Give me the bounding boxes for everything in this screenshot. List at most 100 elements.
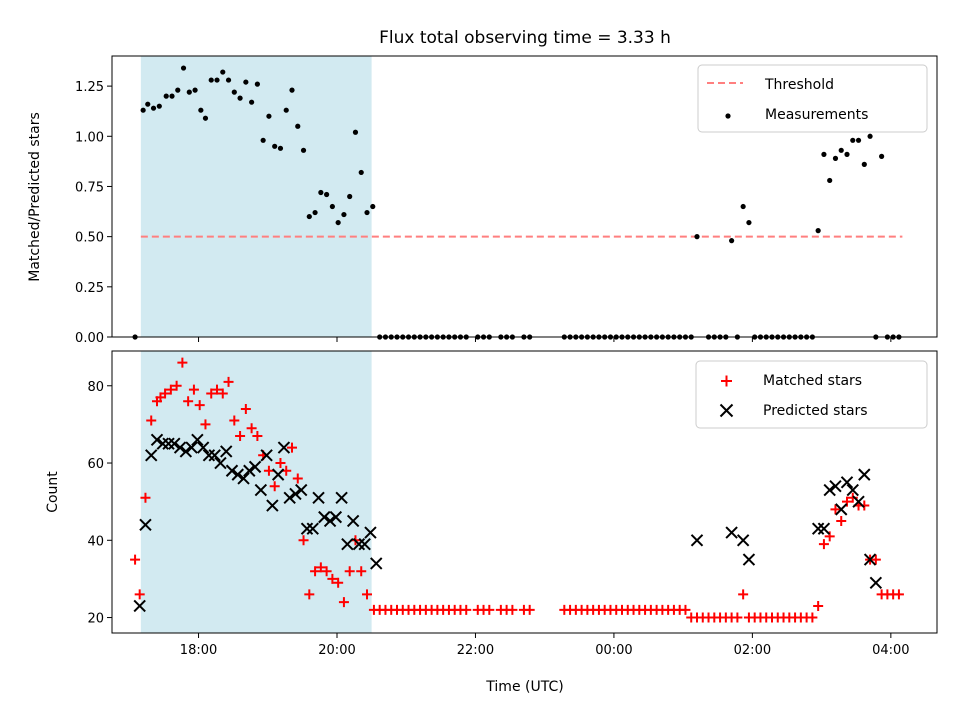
predicted-star-point xyxy=(283,491,296,505)
bottom-shaded-region xyxy=(140,351,372,633)
y-tick-label: 20 xyxy=(87,612,104,627)
predicted-star-point xyxy=(811,522,825,535)
predicted-star-point xyxy=(231,468,244,481)
predicted-star-point xyxy=(196,441,210,454)
measurement-point xyxy=(746,219,752,226)
bottom-legend: Matched stars Predicted stars xyxy=(695,360,928,429)
measurement-point xyxy=(289,87,295,93)
predicted-star-point xyxy=(220,445,233,458)
matched-star-point xyxy=(356,566,367,577)
predicted-star-point xyxy=(840,476,854,489)
predicted-star-point xyxy=(318,510,331,524)
bottom-x-axis: 18:00 20:00 22:00 00:00 02:00 04:00 xyxy=(180,633,910,658)
measurement-point xyxy=(352,129,359,135)
predicted-star-point xyxy=(736,534,750,547)
measurement-point xyxy=(145,101,151,107)
bottom-plot-frame xyxy=(111,350,938,634)
predicted-star-point xyxy=(202,449,216,462)
measurement-point xyxy=(208,77,214,83)
measurement-point xyxy=(237,95,243,101)
matched-star-point xyxy=(813,600,824,611)
chart-title: Flux total observing time = 3.33 h xyxy=(379,28,671,48)
matched-star-point xyxy=(870,554,881,565)
predicted-star-point xyxy=(823,483,836,497)
predicted-star-point xyxy=(295,483,308,497)
measurement-point xyxy=(855,137,862,143)
measurement-point xyxy=(329,203,335,210)
measurement-point xyxy=(260,137,266,143)
predicted-star-point xyxy=(277,441,291,454)
predicted-star-point xyxy=(191,433,204,447)
predicted-star-point xyxy=(150,433,164,447)
top-shaded-region xyxy=(140,56,372,337)
predicted-star-point xyxy=(260,449,273,462)
legend-matched-swatch xyxy=(721,375,732,387)
legend-measurements-swatch xyxy=(725,113,731,119)
matched-star-point xyxy=(484,604,495,615)
predicted-star-point xyxy=(173,441,187,454)
predicted-star-point xyxy=(364,526,377,539)
matched-star-point xyxy=(223,376,234,387)
top-y-axis: 0.00 0.25 0.50 0.75 1.00 1.25 xyxy=(75,80,112,346)
predicted-star-point xyxy=(846,483,859,497)
y-tick-label: 60 xyxy=(87,457,104,472)
measurement-point xyxy=(243,79,249,85)
measurement-point xyxy=(850,137,856,143)
matched-star-point xyxy=(807,612,818,623)
predicted-star-point xyxy=(829,479,842,493)
predicted-star-point xyxy=(254,483,268,497)
measurement-point xyxy=(231,89,237,95)
predicted-star-point xyxy=(214,456,227,470)
measurement-point xyxy=(300,147,307,153)
matched-star-point xyxy=(194,400,205,411)
measurement-point xyxy=(370,203,376,210)
measurement-point xyxy=(740,203,746,210)
matched-star-point xyxy=(235,430,246,441)
y-tick-label: 0.50 xyxy=(75,231,104,246)
y-tick-label: 1.25 xyxy=(75,80,104,95)
matched-star-point xyxy=(524,604,535,615)
top-plot-frame xyxy=(111,55,938,338)
matched-star-point xyxy=(893,589,904,600)
measurement-point xyxy=(295,123,301,129)
measurement-point xyxy=(192,87,198,93)
measurement-point xyxy=(335,219,341,226)
predicted-star-point xyxy=(208,449,221,462)
matched-star-point xyxy=(240,403,251,414)
matched-star-point xyxy=(310,566,321,577)
measurement-point xyxy=(198,107,204,113)
matched-star-point xyxy=(206,388,217,399)
predicted-star-point xyxy=(162,437,175,450)
measurement-point xyxy=(220,69,226,75)
predicted-star-point xyxy=(863,553,877,566)
predicted-star-point xyxy=(858,468,871,481)
matched-star-point xyxy=(859,500,870,511)
measurement-point xyxy=(358,169,364,176)
measurement-point xyxy=(283,107,289,113)
measurement-point xyxy=(175,87,181,93)
measurement-point xyxy=(867,133,873,139)
predicted-star-point xyxy=(289,487,302,501)
measurement-point xyxy=(844,151,850,157)
matched-star-point xyxy=(333,577,344,588)
measurement-point xyxy=(254,81,260,87)
matched-star-point xyxy=(165,384,176,395)
predicted-star-point xyxy=(742,553,756,566)
measurement-point xyxy=(347,193,353,200)
matched-star-point xyxy=(275,458,286,469)
predicted-star-point xyxy=(341,537,354,551)
predicted-star-point xyxy=(335,491,348,505)
predicted-star-point xyxy=(179,445,193,458)
measurement-point xyxy=(729,238,735,244)
predicted-star-point xyxy=(185,441,198,454)
measurement-point xyxy=(140,107,146,113)
top-legend-box xyxy=(697,64,928,133)
y-tick-label: 80 xyxy=(87,380,104,395)
predicted-star-point xyxy=(168,437,181,450)
matched-star-point xyxy=(252,430,263,441)
measurement-point xyxy=(163,93,169,99)
measurement-point xyxy=(827,177,833,184)
predicted-star-point xyxy=(271,468,285,481)
matched-star-point xyxy=(292,473,303,484)
